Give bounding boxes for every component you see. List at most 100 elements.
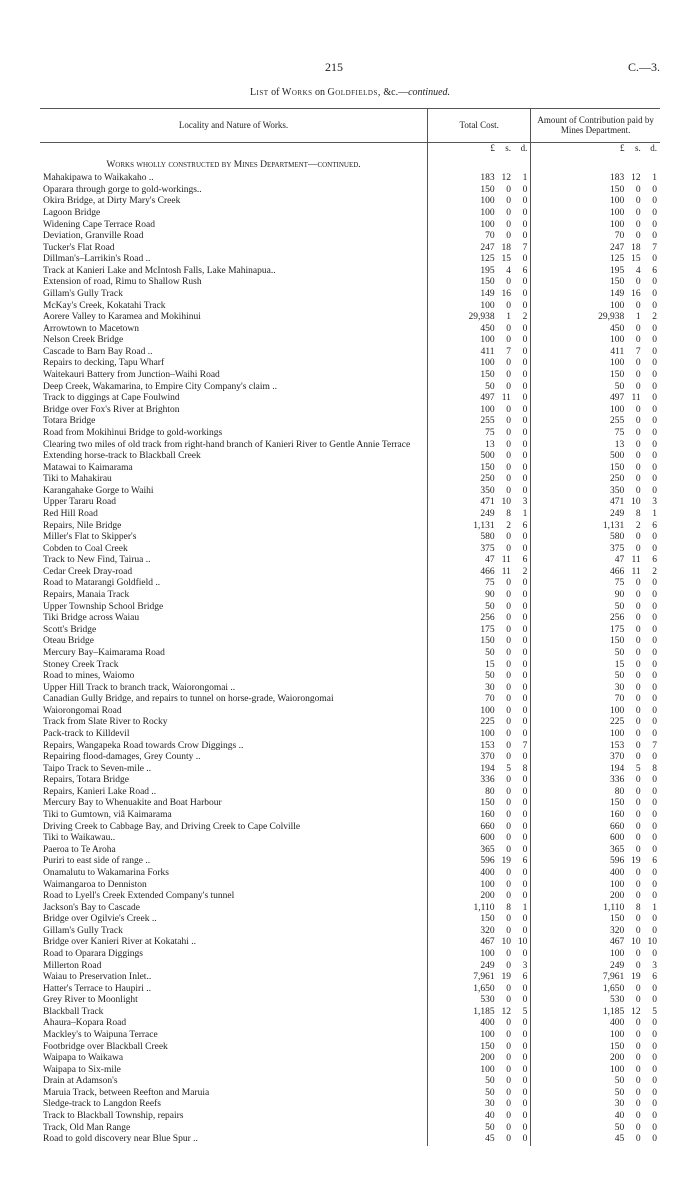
total-cell: 100 0 0 (428, 301, 531, 313)
contrib-cell: 1,110 8 1 (531, 903, 660, 915)
table-row: Waitekauri Battery from Junction–Waihi R… (40, 370, 660, 382)
contrib-cell: 1,185 12 5 (531, 1007, 660, 1019)
contrib-cell: 466 11 2 (531, 567, 660, 579)
contrib-cell: 249 0 3 (531, 961, 660, 973)
contrib-cell: 50 0 0 (531, 1088, 660, 1100)
table-row: Repairs, Kanieri Lake Road ..80 0 080 0 … (40, 787, 660, 799)
table-row: Maruia Track, between Reefton and Maruia… (40, 1088, 660, 1100)
table-row: Deviation, Granville Road70 0 070 0 0 (40, 231, 660, 243)
locality-cell: Mackley's to Waipuna Terrace (40, 1030, 428, 1042)
total-cell: 500 0 0 (428, 451, 531, 463)
table-row: Onamalutu to Wakamarina Forks400 0 0400 … (40, 868, 660, 880)
total-cell: 175 0 0 (428, 625, 531, 637)
locality-cell: Drain at Adamson's (40, 1076, 428, 1088)
total-cell: 375 0 0 (428, 544, 531, 556)
locality-cell: Sledge-track to Langdon Reefs (40, 1099, 428, 1111)
contrib-cell: 225 0 0 (531, 717, 660, 729)
contrib-cell: 100 0 0 (531, 1030, 660, 1042)
locality-cell: Clearing two miles of old track from rig… (40, 440, 428, 452)
table-row: Driving Creek to Cabbage Bay, and Drivin… (40, 822, 660, 834)
table-row: Extension of road, Rimu to Shallow Rush1… (40, 277, 660, 289)
locality-cell: Repairs, Kanieri Lake Road .. (40, 787, 428, 799)
contrib-cell: 320 0 0 (531, 926, 660, 938)
locality-cell: Track to Blackball Township, repairs (40, 1111, 428, 1123)
locality-cell: Track from Slate River to Rocky (40, 717, 428, 729)
total-cell: 160 0 0 (428, 810, 531, 822)
total-cell: 50 0 0 (428, 1088, 531, 1100)
locality-cell: Track at Kanieri Lake and McIntosh Falls… (40, 266, 428, 278)
locality-cell: Extending horse-track to Blackball Creek (40, 451, 428, 463)
locality-cell: Road from Mokihinui Bridge to gold-worki… (40, 428, 428, 440)
contrib-cell: 200 0 0 (531, 891, 660, 903)
table-row: Mahakipawa to Waikakaho ..183 12 1183 12… (40, 173, 660, 185)
locality-cell: Aorere Valley to Karamea and Mokihinui (40, 312, 428, 324)
total-cell: 250 0 0 (428, 474, 531, 486)
table-row: Canadian Gully Bridge, and repairs to tu… (40, 694, 660, 706)
total-cell: 50 0 0 (428, 1123, 531, 1135)
total-cell: 50 0 0 (428, 602, 531, 614)
locality-cell: Puriri to east side of range .. (40, 856, 428, 868)
locality-cell: Onamalutu to Wakamarina Forks (40, 868, 428, 880)
table-row: Deep Creek, Wakamarina, to Empire City C… (40, 382, 660, 394)
total-cell: 150 0 0 (428, 636, 531, 648)
locality-cell: Tiki to Mahakirau (40, 474, 428, 486)
contrib-cell: 50 0 0 (531, 382, 660, 394)
total-cell: 50 0 0 (428, 671, 531, 683)
total-cell: 30 0 0 (428, 683, 531, 695)
total-cell: 7,961 19 6 (428, 972, 531, 984)
total-cell: 400 0 0 (428, 868, 531, 880)
locality-cell: Repairs, Totara Bridge (40, 775, 428, 787)
total-cell: 150 0 0 (428, 370, 531, 382)
total-cell: 100 0 0 (428, 220, 531, 232)
contrib-cell: 29,938 1 2 (531, 312, 660, 324)
contrib-cell: 411 7 0 (531, 347, 660, 359)
total-cell: 183 12 1 (428, 173, 531, 185)
contrib-cell: 400 0 0 (531, 1018, 660, 1030)
table-row: Mercury Bay to Whenuakite and Boat Harbo… (40, 798, 660, 810)
locality-cell: Waitekauri Battery from Junction–Waihi R… (40, 370, 428, 382)
contrib-cell: 7,961 19 6 (531, 972, 660, 984)
total-cell: 70 0 0 (428, 231, 531, 243)
total-cell: 194 5 8 (428, 764, 531, 776)
table-row: Gillam's Gully Track320 0 0320 0 0 (40, 926, 660, 938)
locality-cell: Driving Creek to Cabbage Bay, and Drivin… (40, 822, 428, 834)
locality-cell: Track to diggings at Cape Foulwind (40, 393, 428, 405)
total-cell: 15 0 0 (428, 660, 531, 672)
contrib-cell: 100 0 0 (531, 196, 660, 208)
total-cell: 1,185 12 5 (428, 1007, 531, 1019)
contrib-cell: 70 0 0 (531, 694, 660, 706)
total-cell: 100 0 0 (428, 949, 531, 961)
total-cell: 596 19 6 (428, 856, 531, 868)
table-row: Repairs, Nile Bridge1,131 2 61,131 2 6 (40, 521, 660, 533)
locality-cell: Nelson Creek Bridge (40, 335, 428, 347)
locality-cell: Mercury Bay–Kaimarama Road (40, 648, 428, 660)
col-total: Total Cost. (428, 109, 531, 143)
contrib-cell: 249 8 1 (531, 509, 660, 521)
contrib-cell: 600 0 0 (531, 833, 660, 845)
total-cell: 600 0 0 (428, 833, 531, 845)
total-cell: 660 0 0 (428, 822, 531, 834)
contrib-cell: 471 10 3 (531, 497, 660, 509)
table-row: Mackley's to Waipuna Terrace100 0 0100 0… (40, 1030, 660, 1042)
total-cell: 256 0 0 (428, 613, 531, 625)
contrib-cell: 150 0 0 (531, 798, 660, 810)
total-cell: 50 0 0 (428, 1076, 531, 1088)
total-cell: 40 0 0 (428, 1111, 531, 1123)
table-row: Road to gold discovery near Blue Spur ..… (40, 1134, 660, 1146)
total-cell: 100 0 0 (428, 358, 531, 370)
total-cell: 149 16 0 (428, 289, 531, 301)
contrib-cell: 183 12 1 (531, 173, 660, 185)
locality-cell: Dillman's–Larrikin's Road .. (40, 254, 428, 266)
locality-cell: Widening Cape Terrace Road (40, 220, 428, 232)
total-cell: 100 0 0 (428, 208, 531, 220)
contrib-cell: 153 0 7 (531, 741, 660, 753)
contrib-cell: 256 0 0 (531, 613, 660, 625)
contrib-cell: 13 0 0 (531, 440, 660, 452)
contrib-cell: 194 5 8 (531, 764, 660, 776)
contrib-cell: 47 11 6 (531, 555, 660, 567)
locality-cell: Road to Oparara Diggings (40, 949, 428, 961)
locality-cell: Matawai to Kaimarama (40, 463, 428, 475)
contrib-cell: 467 10 10 (531, 937, 660, 949)
table-row: Repairs, Manaia Track90 0 090 0 0 (40, 590, 660, 602)
total-cell: 125 15 0 (428, 254, 531, 266)
